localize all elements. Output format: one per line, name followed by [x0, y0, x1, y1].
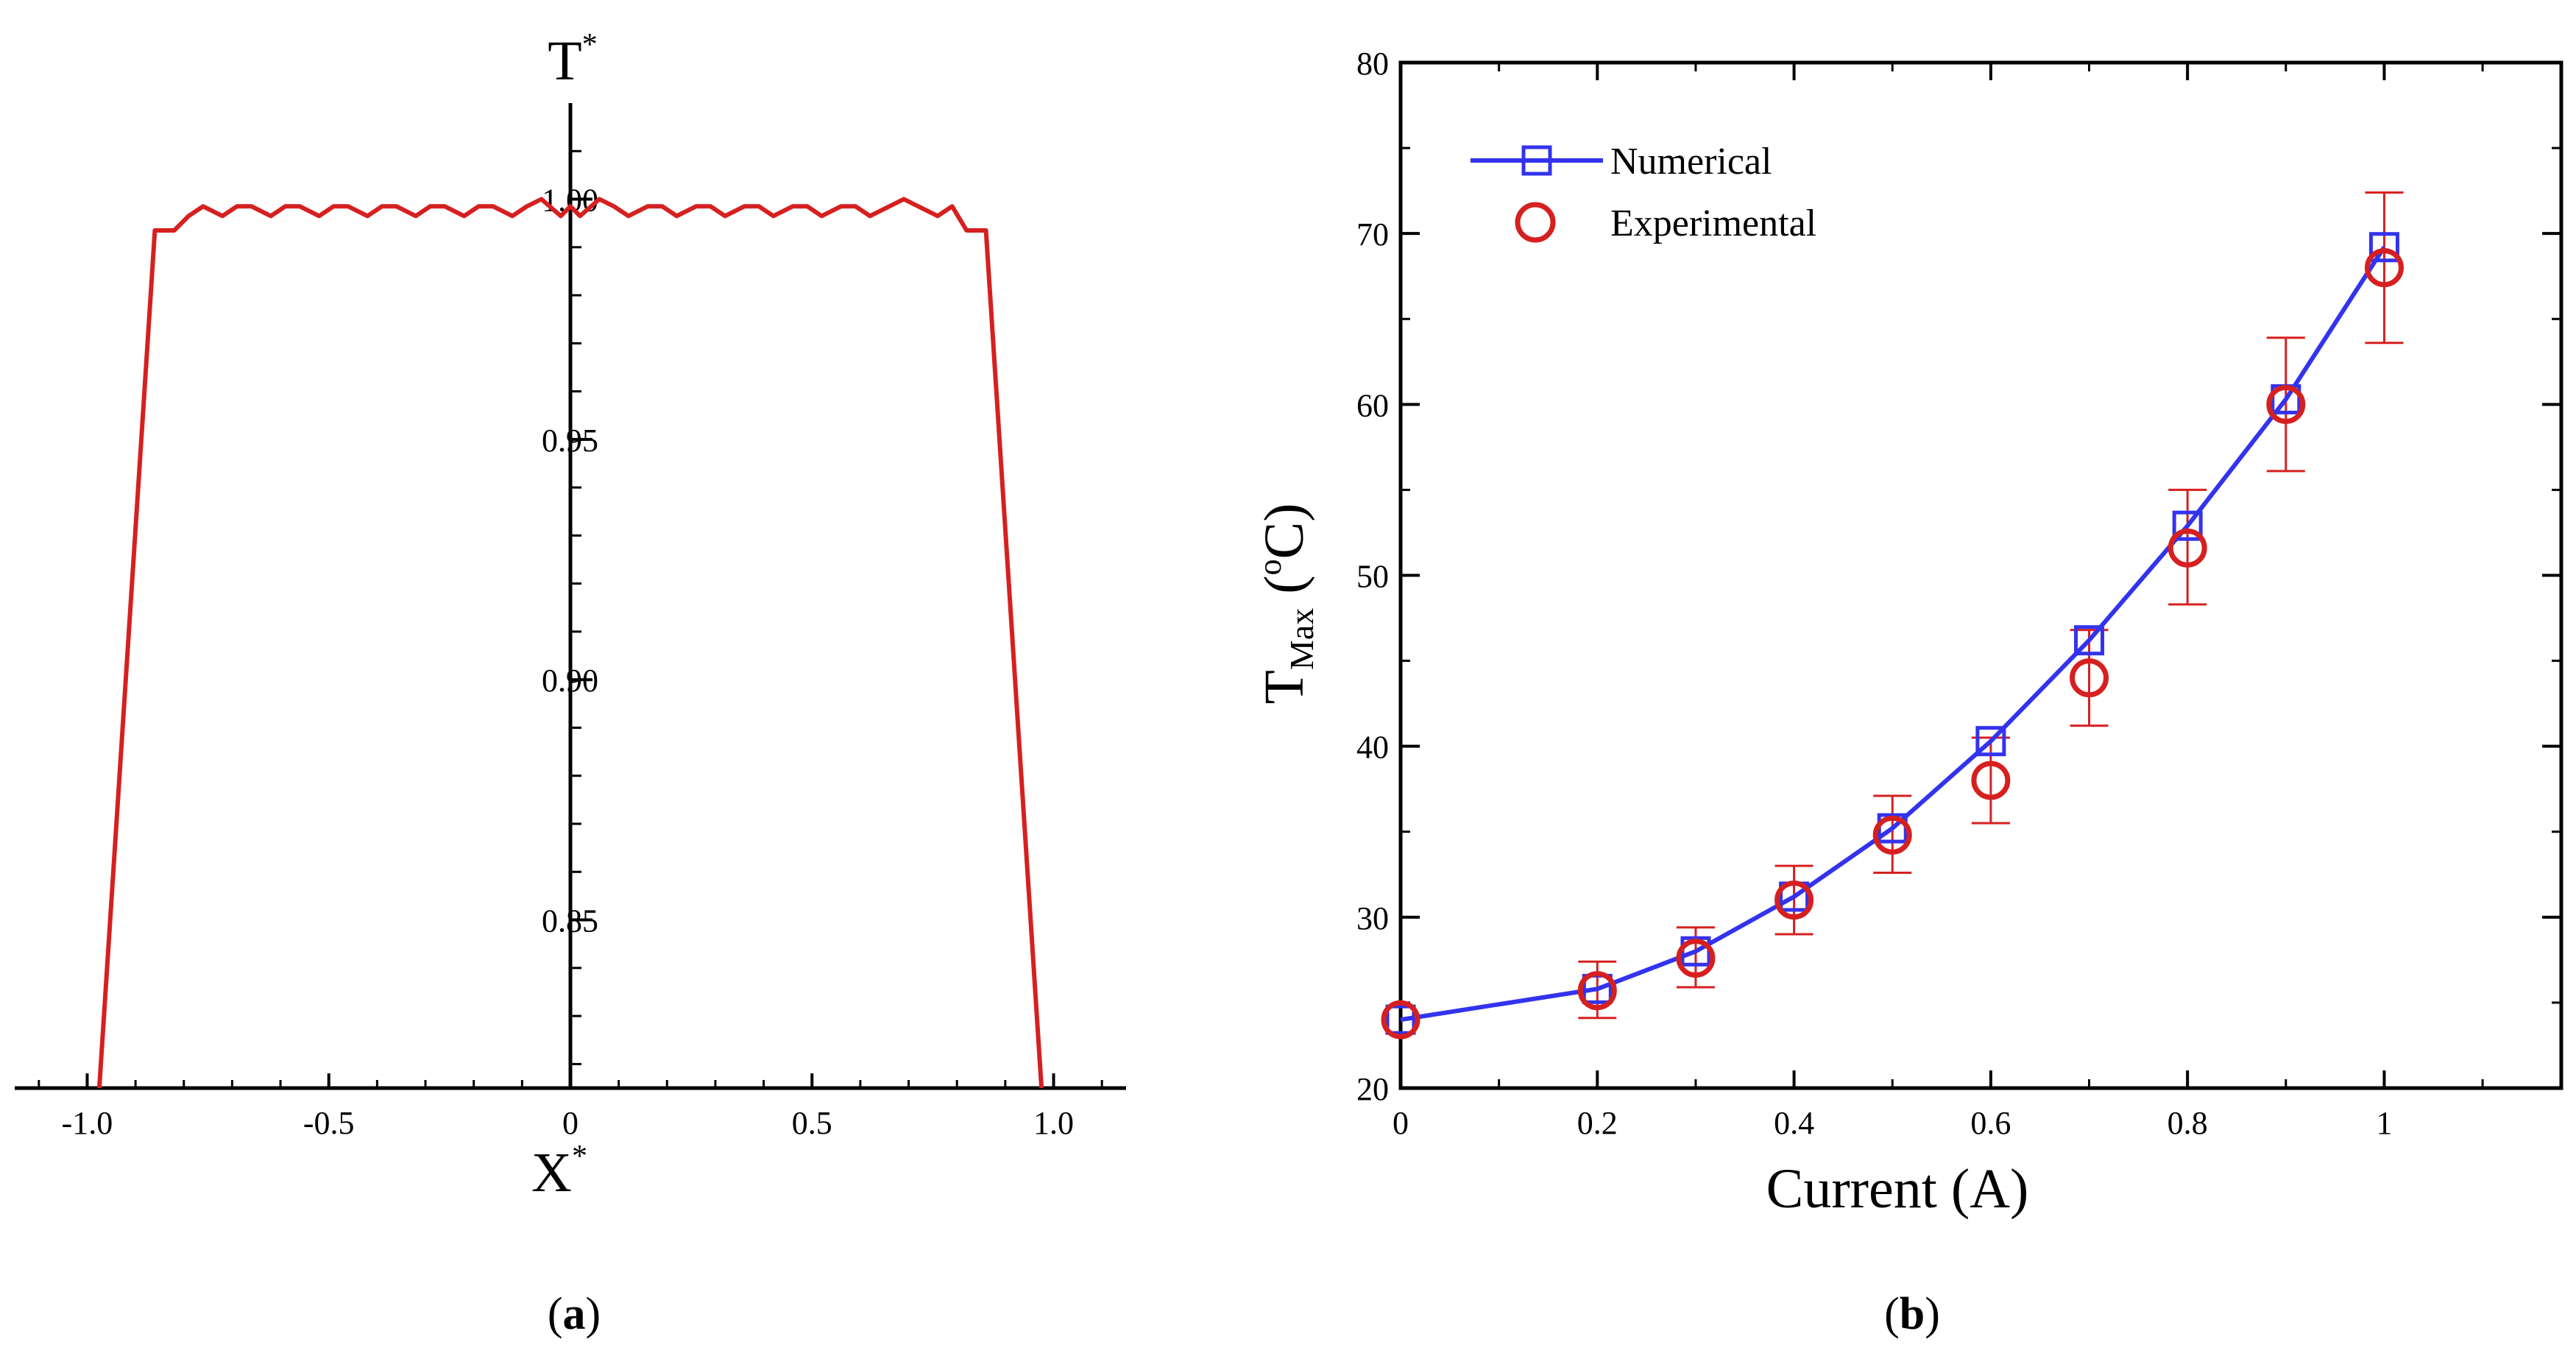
x-axis-title-a: X*	[531, 1140, 587, 1204]
series-markers-numerical	[1385, 232, 2399, 1035]
x-axis-ticks-b: 0 0.2 0.4 0.6 0.8 1	[1393, 63, 2484, 1141]
marker-experimental	[1872, 815, 1912, 855]
x-tick-label-b: 0.6	[1970, 1105, 2011, 1141]
marker-experimental	[2070, 658, 2109, 698]
panel-label-a: (a)	[548, 1289, 601, 1339]
x-tick-label-a: -0.5	[303, 1105, 355, 1141]
x-tick-label-b: 0	[1393, 1105, 1409, 1141]
y-tick-label-b: 60	[1356, 387, 1389, 423]
legend: Numerical Experimental	[1471, 141, 1816, 244]
series-line-numerical	[1400, 246, 2386, 1023]
marker-experimental	[2266, 384, 2306, 424]
chart-panel-b: 0 0.2 0.4 0.6 0.8 1 20 30 40 50 60 70 80 Current (A…	[1252, 46, 2563, 1339]
marker-experimental	[1774, 880, 1814, 920]
legend-label-numerical: Numerical	[1610, 141, 1772, 183]
error-bars-experimental	[1578, 191, 2404, 1020]
series-line-a	[96, 197, 1044, 1089]
y-axis-title-b: TMax (oC)	[1252, 503, 1320, 704]
y-tick-label-b: 40	[1356, 730, 1389, 766]
x-tick-label-a: 1.0	[1033, 1105, 1074, 1141]
marker-experimental	[2168, 528, 2207, 568]
series-markers-experimental	[1381, 248, 2404, 1039]
marker-numerical	[1975, 726, 2006, 757]
x-axis-title-b: Current (A)	[1766, 1158, 2029, 1220]
marker-experimental	[2364, 248, 2404, 288]
marker-experimental	[1577, 971, 1617, 1011]
marker-experimental	[1676, 939, 1716, 978]
marker-numerical	[2368, 232, 2399, 263]
y-axis-title-a: T*	[548, 28, 597, 92]
x-tick-label-a: 0.5	[792, 1105, 832, 1141]
chart-panel-a: -1.0 -0.5 0 0.5 1.0 0.850.900.951.00 X* T* (…	[15, 28, 1126, 1339]
x-tick-label-b: 1	[2376, 1105, 2392, 1141]
x-tick-label-a: -1.0	[62, 1105, 113, 1141]
y-tick-label-b: 30	[1356, 900, 1389, 936]
x-tick-label-b: 0.8	[2168, 1105, 2208, 1141]
x-tick-label-b: 0.2	[1577, 1105, 1618, 1141]
marker-experimental	[1381, 1000, 1420, 1039]
y-axis-ticks-b: 20 30 40 50 60 70 80	[1356, 46, 2561, 1107]
legend-marker-numerical	[1521, 145, 1552, 176]
plot-frame-b	[1398, 60, 2563, 1090]
marker-numerical	[1385, 1004, 1416, 1035]
y-tick-label-b: 50	[1356, 559, 1389, 595]
y-tick-label-b: 20	[1356, 1071, 1389, 1107]
y-tick-label-b: 80	[1356, 46, 1389, 82]
x-tick-label-a: 0	[562, 1105, 578, 1141]
legend-marker-experimental	[1515, 202, 1556, 243]
x-tick-label-b: 0.4	[1774, 1105, 1814, 1141]
marker-numerical	[2172, 510, 2203, 541]
marker-numerical	[2074, 625, 2105, 656]
legend-label-experimental: Experimental	[1610, 202, 1816, 244]
marker-experimental	[1971, 760, 2011, 800]
y-tick-label-b: 70	[1356, 216, 1389, 253]
panel-label-b: (b)	[1884, 1289, 1940, 1339]
